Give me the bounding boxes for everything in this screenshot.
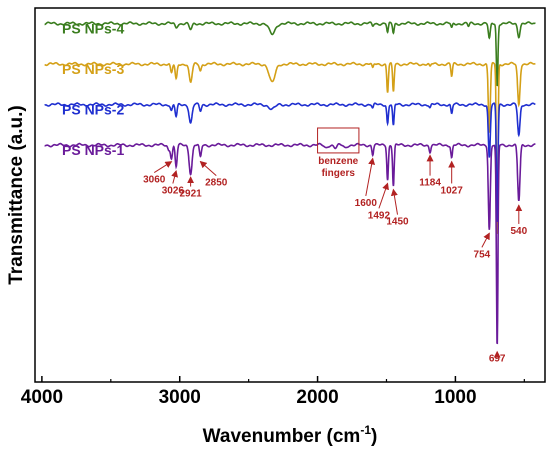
peak-arrow-1600 [365,157,376,196]
peak-arrow-754 [481,232,490,248]
peak-arrow-2850 [199,160,217,177]
x-axis-title-end: ) [371,426,377,447]
series-line-2 [44,61,536,235]
series-label-1: PS NPs-4 [62,21,124,37]
benzene-fingers-label-1: benzene [318,156,358,167]
peak-label-1184: 1184 [419,178,441,189]
peak-label-2921: 2921 [179,189,202,200]
x-tick-label-3000: 3000 [159,387,201,408]
peak-label-540: 540 [510,226,527,237]
peak-arrow-1450 [390,188,399,215]
x-axis-title-main: Wavenumber (cm [203,426,361,447]
peak-label-754: 754 [474,249,491,260]
x-tick-label-4000: 4000 [21,387,63,408]
series-line-4 [44,142,536,345]
x-axis-ticks: 4000 3000 2000 1000 [21,376,525,408]
peak-label-3026: 3026 [162,185,185,196]
peak-arrow-1492 [378,182,389,209]
series-layer: PS NPs-4 PS NPs-3 PS NPs-2 PS NPs-1 [44,21,536,345]
x-tick-label-1000: 1000 [434,387,476,408]
benzene-fingers-label-2: fingers [322,168,356,179]
series-label-2: PS NPs-3 [62,61,124,77]
series-line-3 [44,102,536,223]
peak-label-3060: 3060 [143,175,166,186]
peak-label-697: 697 [489,354,506,365]
x-axis-title: Wavenumber (cm-1) [203,423,378,447]
benzene-fingers-box [317,127,360,154]
peak-label-1600: 1600 [355,198,378,209]
x-axis-title-sup: -1 [360,423,371,437]
peak-label-1492: 1492 [368,210,391,221]
peak-arrow-3060 [153,161,173,173]
peak-label-1027: 1027 [441,185,464,196]
peak-arrow-3026 [171,169,178,184]
plot-frame [34,7,546,383]
peak-label-2850: 2850 [205,178,228,189]
series-label-3: PS NPs-2 [62,102,124,118]
x-tick-label-2000: 2000 [296,387,338,408]
y-axis-title: Transmittance (a.u.) [6,105,27,285]
peak-label-1450: 1450 [386,217,409,228]
series-label-4: PS NPs-1 [62,142,124,158]
series-line-1 [44,21,536,87]
